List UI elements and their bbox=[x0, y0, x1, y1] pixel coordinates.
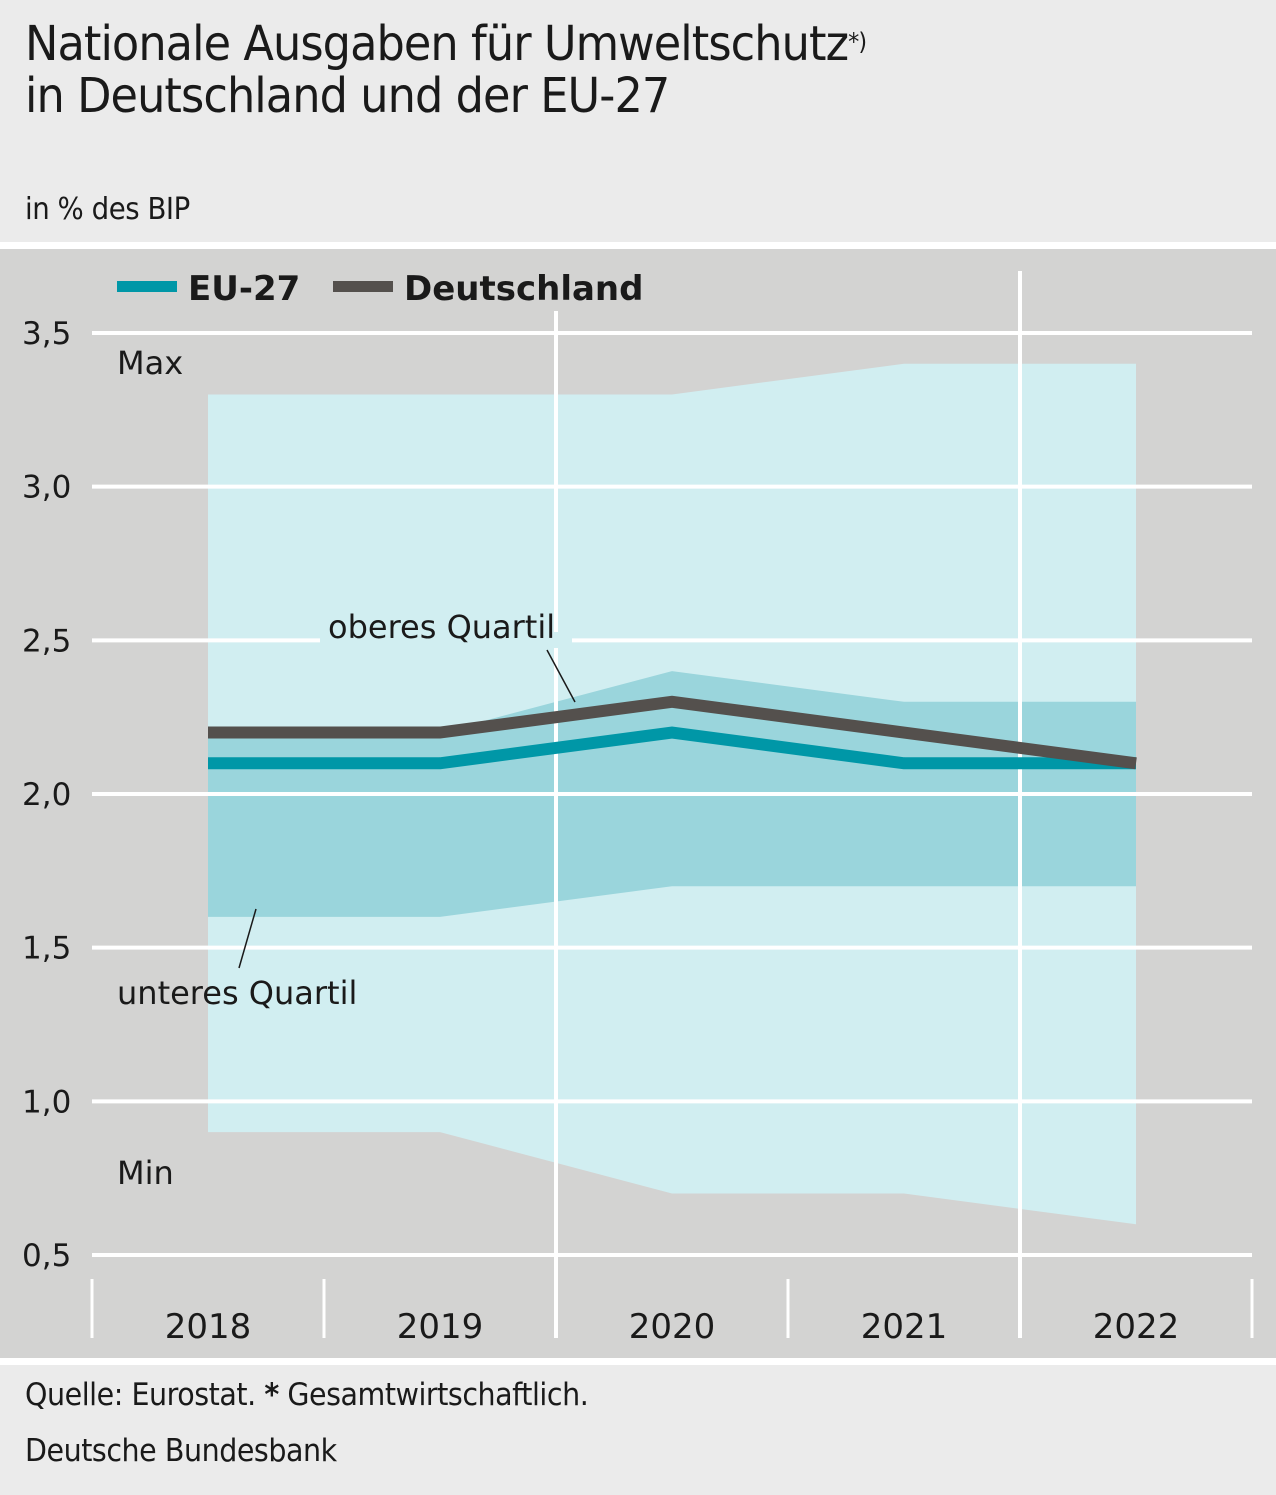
chart-area: 0,51,01,52,02,53,03,5 2018 2019 2020 2021 20… bbox=[0, 249, 1276, 1358]
legend-swatch-deutschland bbox=[333, 281, 393, 292]
chart-subtitle: in % des BIP bbox=[25, 192, 190, 227]
legend-label-deutschland: Deutschland bbox=[404, 269, 643, 309]
x-tick-label: 2018 bbox=[165, 1307, 252, 1347]
series-line-deutschland bbox=[208, 695, 1137, 770]
title-line-2: in Deutschland und der EU-27 bbox=[25, 68, 670, 124]
y-tick-label: 0,5 bbox=[22, 1238, 71, 1274]
gridlines bbox=[92, 331, 1252, 1257]
legend: EU-27 Deutschland bbox=[117, 269, 643, 309]
y-tick-label: 3,5 bbox=[22, 316, 71, 352]
annotation-upper-quartile-bg bbox=[320, 632, 572, 648]
legend-label-eu27: EU-27 bbox=[188, 269, 300, 309]
vertical-gridlines bbox=[554, 271, 1022, 1338]
series-lines bbox=[208, 695, 1137, 770]
y-axis-tick-labels: 0,5 1,0 1,5 2,0 2,5 3,0 3,5 bbox=[22, 316, 71, 1274]
annotation-lower-quartile: unteres Quartil bbox=[117, 974, 357, 1012]
x-tick-label: 2022 bbox=[1093, 1307, 1180, 1347]
y-tick-label: 1,0 bbox=[22, 1084, 71, 1120]
chart-title: Nationale Ausgaben für Umweltschutz*) in … bbox=[25, 16, 867, 124]
annotations: Max Min oberes Quartil unteres Quartil bbox=[117, 344, 576, 1192]
annotation-upper-quartile-leader bbox=[546, 649, 576, 703]
source-note: Quelle: Eurostat. * Gesamtwirtschaftlich… bbox=[25, 1377, 589, 1413]
series-line-eu27 bbox=[208, 726, 1136, 770]
divider bbox=[0, 1358, 1276, 1365]
annotation-min: Min bbox=[117, 1154, 174, 1192]
title-footnote-marker: *) bbox=[848, 28, 867, 56]
footnote-asterisk: * bbox=[264, 1377, 279, 1413]
annotation-upper-quartile: oberes Quartil bbox=[328, 608, 555, 646]
legend-swatch-eu27 bbox=[117, 281, 177, 292]
x-tick-label: 2020 bbox=[629, 1307, 716, 1347]
footnote-text: Gesamtwirtschaftlich. bbox=[278, 1377, 589, 1413]
divider bbox=[0, 242, 1276, 249]
y-tick-label: 3,0 bbox=[22, 470, 71, 506]
x-tick-label: 2021 bbox=[861, 1307, 948, 1347]
y-tick-label: 2,0 bbox=[22, 777, 71, 813]
y-tick-label: 2,5 bbox=[22, 623, 71, 659]
chart-header: Nationale Ausgaben für Umweltschutz*) in … bbox=[0, 0, 1276, 242]
publisher: Deutsche Bundesbank bbox=[25, 1433, 337, 1469]
x-tick-label: 2019 bbox=[397, 1307, 484, 1347]
chart-footer: Quelle: Eurostat. * Gesamtwirtschaftlich… bbox=[0, 1365, 1276, 1495]
title-line-1: Nationale Ausgaben für Umweltschutz bbox=[25, 16, 849, 72]
annotation-lower-quartile-leader bbox=[238, 908, 257, 969]
x-axis: 2018 2019 2020 2021 2022 bbox=[90, 1279, 1254, 1347]
y-tick-label: 1,5 bbox=[22, 931, 71, 967]
source-label: Quelle: Eurostat. bbox=[25, 1377, 265, 1413]
annotation-max: Max bbox=[117, 344, 183, 382]
